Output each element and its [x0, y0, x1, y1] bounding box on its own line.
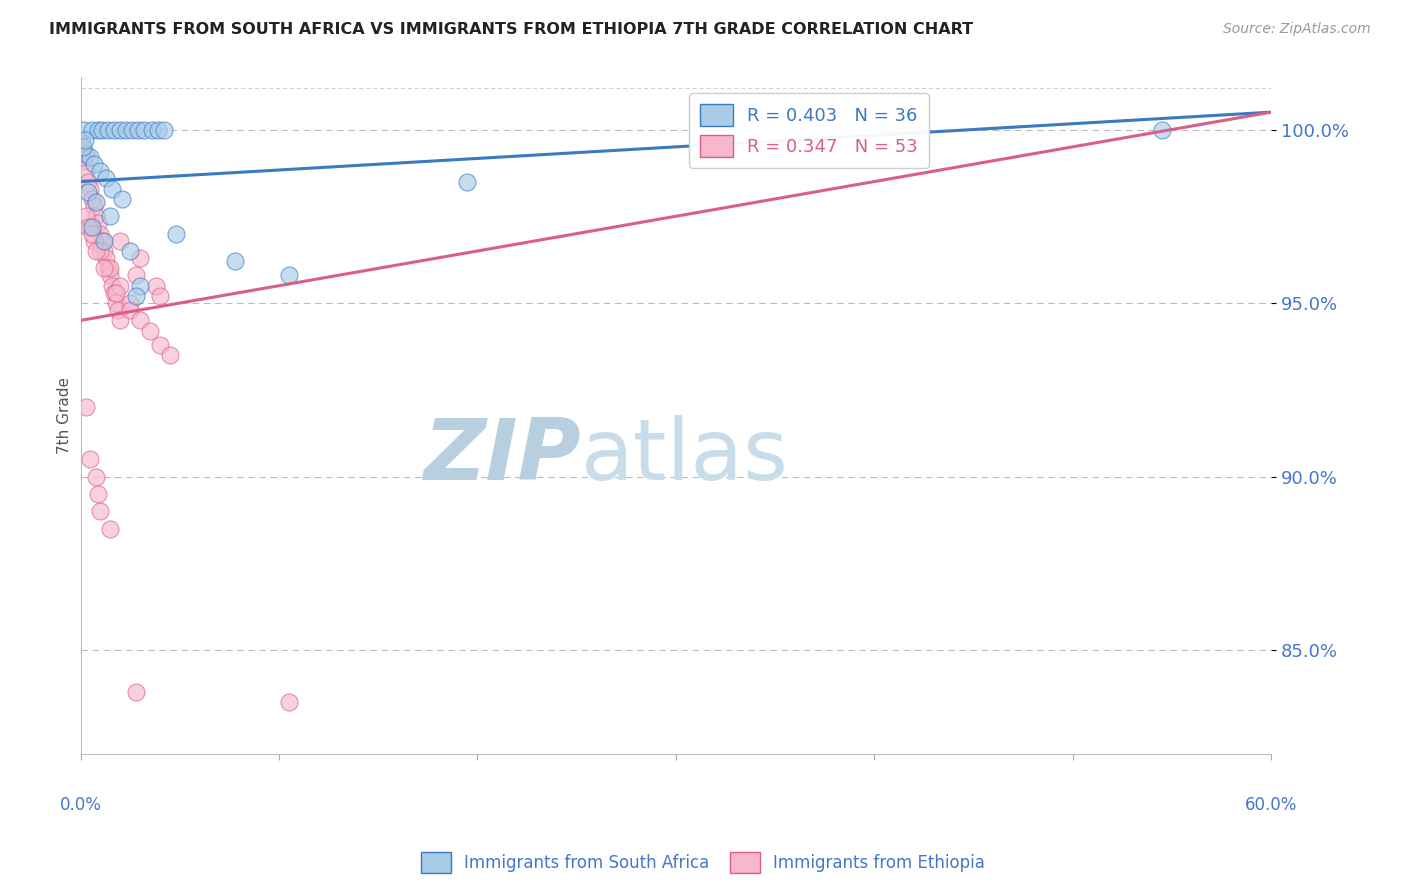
Point — [108, 278, 131, 293]
Point — [125, 268, 148, 283]
Legend: Immigrants from South Africa, Immigrants from Ethiopia: Immigrants from South Africa, Immigrants… — [415, 846, 991, 880]
Point — [149, 289, 172, 303]
Point — [129, 278, 152, 293]
Point — [111, 192, 134, 206]
Point — [105, 285, 128, 300]
Point — [89, 227, 111, 241]
Point — [75, 400, 97, 414]
Point — [72, 146, 94, 161]
Point — [121, 122, 143, 136]
Point — [72, 150, 94, 164]
Point — [72, 140, 94, 154]
Point — [101, 278, 124, 293]
Point — [125, 685, 148, 699]
Point — [153, 122, 176, 136]
Point — [120, 244, 142, 258]
Point — [120, 303, 142, 318]
Point — [277, 695, 299, 709]
Point — [89, 244, 111, 258]
Point — [224, 254, 246, 268]
Point — [98, 522, 121, 536]
Text: atlas: atlas — [581, 415, 789, 498]
Point — [159, 348, 181, 362]
Point — [83, 157, 105, 171]
Point — [91, 234, 114, 248]
Point — [96, 171, 118, 186]
Point — [277, 268, 299, 283]
Point — [127, 122, 149, 136]
Point — [101, 181, 124, 195]
Point — [115, 122, 138, 136]
Point — [86, 469, 108, 483]
Point — [75, 209, 97, 223]
Point — [79, 150, 101, 164]
Point — [93, 234, 115, 248]
Point — [108, 122, 131, 136]
Point — [86, 209, 108, 223]
Point — [73, 122, 96, 136]
Point — [108, 313, 131, 327]
Point — [82, 192, 104, 206]
Point — [73, 153, 96, 168]
Text: 0.0%: 0.0% — [59, 796, 101, 814]
Point — [91, 122, 114, 136]
Point — [86, 244, 108, 258]
Point — [139, 324, 162, 338]
Point — [72, 140, 94, 154]
Point — [87, 122, 110, 136]
Point — [165, 227, 187, 241]
Point — [77, 175, 100, 189]
Text: ZIP: ZIP — [423, 415, 581, 498]
Point — [141, 122, 163, 136]
Point — [75, 164, 97, 178]
Point — [98, 268, 121, 283]
Point — [103, 122, 125, 136]
Point — [77, 219, 100, 234]
Point — [98, 209, 121, 223]
Point — [108, 234, 131, 248]
Point — [97, 122, 120, 136]
Point — [98, 261, 121, 276]
Point — [82, 219, 104, 234]
Point — [103, 285, 125, 300]
Point — [145, 278, 167, 293]
Point — [79, 219, 101, 234]
Point — [97, 261, 120, 276]
Point — [79, 452, 101, 467]
Point — [93, 261, 115, 276]
Point — [86, 195, 108, 210]
Point — [456, 175, 478, 189]
Point — [87, 216, 110, 230]
Text: Source: ZipAtlas.com: Source: ZipAtlas.com — [1223, 22, 1371, 37]
Point — [96, 251, 118, 265]
Legend: R = 0.403   N = 36, R = 0.347   N = 53: R = 0.403 N = 36, R = 0.347 N = 53 — [689, 94, 929, 168]
Point — [87, 487, 110, 501]
Point — [82, 227, 104, 241]
Text: 60.0%: 60.0% — [1244, 796, 1298, 814]
Point — [120, 296, 142, 310]
Point — [89, 164, 111, 178]
Point — [129, 313, 152, 327]
Text: IMMIGRANTS FROM SOUTH AFRICA VS IMMIGRANTS FROM ETHIOPIA 7TH GRADE CORRELATION C: IMMIGRANTS FROM SOUTH AFRICA VS IMMIGRAN… — [49, 22, 973, 37]
Y-axis label: 7th Grade: 7th Grade — [58, 377, 72, 454]
Point — [75, 133, 97, 147]
Point — [146, 122, 169, 136]
Point — [132, 122, 155, 136]
Point — [82, 122, 104, 136]
Point — [107, 303, 129, 318]
Point — [149, 337, 172, 351]
Point — [1150, 122, 1173, 136]
Point — [70, 136, 93, 151]
Point — [105, 296, 128, 310]
Point — [75, 146, 97, 161]
Point — [89, 504, 111, 518]
Point — [129, 251, 152, 265]
Point — [125, 289, 148, 303]
Point — [93, 244, 115, 258]
Point — [77, 185, 100, 199]
Point — [83, 234, 105, 248]
Point — [79, 181, 101, 195]
Point — [83, 199, 105, 213]
